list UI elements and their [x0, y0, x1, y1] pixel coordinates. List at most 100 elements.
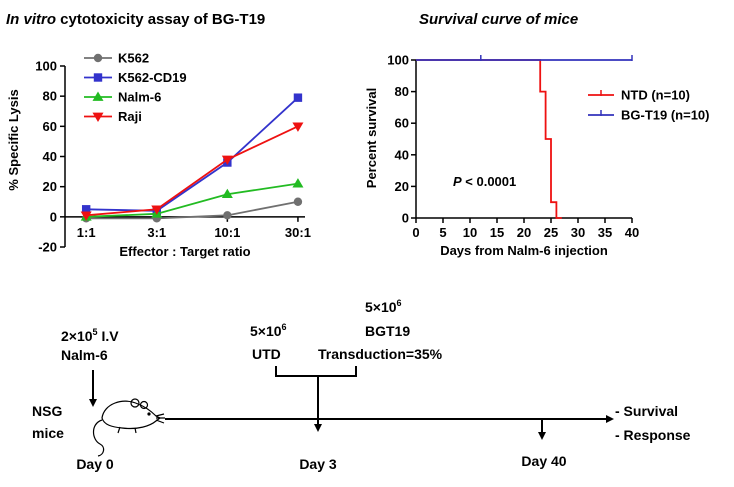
legend-label: NTD (n=10) [621, 88, 690, 103]
day0-label: Day 0 [76, 456, 114, 472]
bgt-dose-label: 5×106 [365, 298, 402, 315]
x-tick-label: 30:1 [285, 225, 311, 240]
start-label-line1: NSG [32, 403, 62, 419]
mouse-icon [92, 398, 165, 457]
treatment-bracket [275, 366, 357, 377]
y-tick-label: 80 [395, 84, 409, 99]
utd-dose-exponent: 6 [282, 322, 287, 332]
title-italic-part: In vitro [6, 11, 56, 28]
injection-dose-exponent: 5 [93, 327, 98, 337]
y-tick-label: 60 [43, 119, 57, 134]
y-tick-label: 20 [395, 179, 409, 194]
legend-marker [93, 53, 103, 63]
data-point [80, 211, 92, 221]
cytotoxicity-legend: K562 K562-CD19 Nalm-6 Raji [84, 51, 187, 124]
x-tick-label: 15 [490, 225, 504, 240]
day40-label: Day 40 [521, 453, 566, 469]
experiment-timeline: 2×105 I.V Nalm-6 NSG mice 5×106 UTD 5×10… [32, 298, 691, 472]
legend-label: K562-CD19 [118, 70, 187, 85]
data-point [81, 205, 91, 214]
y-tick-label: 100 [387, 53, 409, 68]
legend-label: Raji [118, 109, 142, 124]
legend-marker [93, 73, 103, 82]
data-point [292, 122, 304, 132]
legend-label: BG-T19 (n=10) [621, 108, 710, 123]
legend-label: Nalm-6 [118, 90, 161, 105]
data-point [221, 188, 233, 199]
y-tick-label: 0 [402, 211, 409, 226]
transduction-label: Transduction=35% [318, 346, 443, 362]
day3-label: Day 3 [299, 456, 337, 472]
survival-title: Survival curve of mice [419, 11, 578, 28]
x-tick-label: 0 [412, 225, 419, 240]
legend-label: K562 [118, 51, 149, 66]
y-tick-label: 0 [50, 209, 57, 224]
x-tick-label: 10 [463, 225, 477, 240]
legend-marker [92, 91, 104, 101]
y-tick-label: 40 [43, 149, 57, 164]
p-symbol: P [453, 174, 462, 189]
x-tick-label: 30 [571, 225, 585, 240]
x-tick-label: 3:1 [147, 225, 166, 240]
x-tick-labels: 1:1 3:1 10:1 30:1 [77, 225, 311, 240]
injection-dose-base: 2×10 [61, 328, 93, 344]
y-tick-label: 100 [35, 59, 57, 74]
x-tick-label: 1:1 [77, 225, 96, 240]
legend-marker [92, 112, 104, 122]
y-tick-label: -20 [38, 240, 57, 255]
title-rest-part: cytotoxicity assay of BG-T19 [56, 11, 265, 28]
y-tick-marks [411, 59, 416, 219]
bgt-dose-base: 5×10 [365, 299, 397, 315]
x-tick-labels: 0 5 10 15 20 25 30 35 40 [412, 225, 639, 240]
bgt-label: BGT19 [365, 323, 410, 339]
y-tick-label: 80 [43, 89, 57, 104]
survival-chart: Survival curve of mice 0 20 40 60 80 100 0 5 10… [364, 11, 710, 258]
series-group [80, 93, 304, 223]
start-label-line2: mice [32, 425, 64, 441]
outcome-survival: - Survival [615, 403, 678, 419]
y-tick-labels: 0 20 40 60 80 100 [387, 53, 409, 226]
y-axis-label: % Specific Lysis [6, 89, 21, 190]
outcome-response: - Response [615, 427, 691, 443]
y-tick-marks [60, 65, 65, 248]
data-point [151, 205, 163, 215]
series-line-raji [86, 125, 299, 217]
cytotoxicity-title: In vitro cytotoxicity assay of BG-T19 [6, 11, 265, 28]
x-tick-marks [415, 218, 633, 223]
p-value-annotation: P < 0.0001 [453, 174, 516, 189]
series-line-k562-cd19 [86, 97, 299, 212]
y-axis-label: Percent survival [364, 88, 379, 188]
x-tick-label: 25 [544, 225, 558, 240]
data-point [223, 211, 232, 220]
utd-dose-label: 5×106 [250, 322, 287, 339]
utd-dose-base: 5×10 [250, 323, 282, 339]
series-line-k562 [86, 200, 299, 220]
injection-dose-label: 2×105 I.V [61, 327, 119, 344]
injection-cell-label: Nalm-6 [61, 347, 108, 363]
bgt-dose-exponent: 6 [397, 298, 402, 308]
x-tick-label: 20 [517, 225, 531, 240]
data-point [292, 178, 304, 188]
data-point [293, 197, 303, 206]
survival-step-line [416, 59, 562, 219]
data-point [221, 155, 233, 166]
cytotoxicity-chart: In vitro cytotoxicity assay of BG-T19 -2… [6, 11, 311, 259]
survival-legend: NTD (n=10) BG-T19 (n=10) [588, 88, 710, 123]
y-tick-label: 60 [395, 116, 409, 131]
p-value-text: < 0.0001 [462, 174, 517, 189]
injection-route: I.V [98, 328, 120, 344]
x-tick-label: 5 [439, 225, 446, 240]
utd-label: UTD [252, 346, 281, 362]
series-group [416, 55, 633, 219]
x-tick-label: 40 [625, 225, 639, 240]
x-tick-label: 35 [598, 225, 612, 240]
y-tick-labels: -20 0 20 40 60 80 100 [35, 59, 57, 255]
x-axis-label: Days from Nalm-6 injection [440, 243, 608, 258]
x-axis-label: Effector : Target ratio [119, 244, 250, 259]
series-line-nalm-6 [86, 182, 299, 218]
x-tick-label: 10:1 [214, 225, 240, 240]
y-tick-label: 40 [395, 147, 409, 162]
y-tick-label: 20 [43, 179, 57, 194]
data-point [293, 93, 303, 102]
